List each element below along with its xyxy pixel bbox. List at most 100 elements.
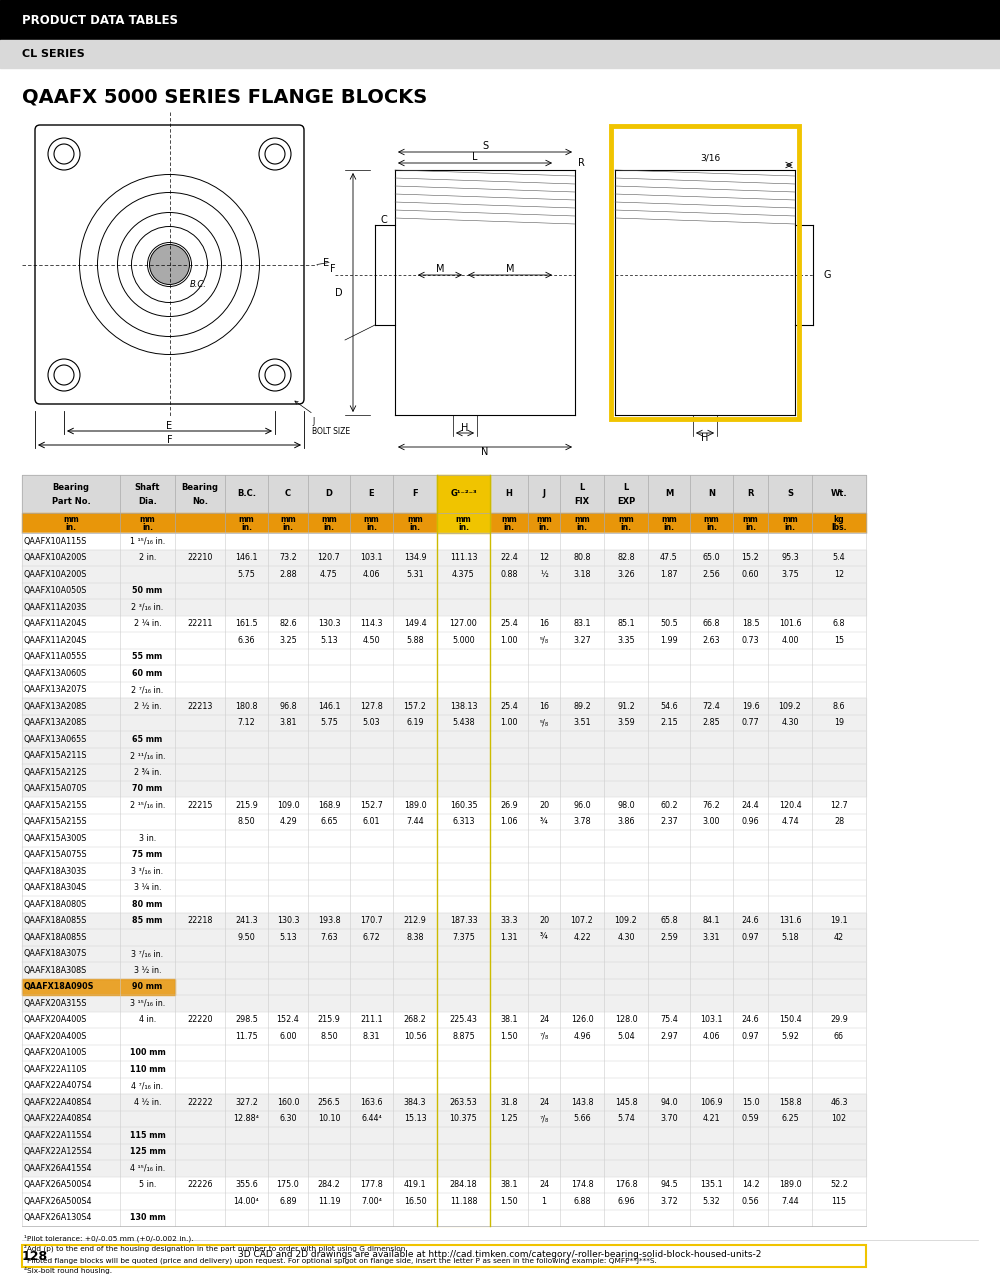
Text: QAAFX20A400S: QAAFX20A400S	[24, 1015, 87, 1024]
Text: H: H	[506, 489, 512, 498]
Circle shape	[54, 143, 74, 164]
Text: 5.75: 5.75	[238, 570, 255, 579]
Text: 193.8: 193.8	[318, 916, 340, 925]
Text: 3.00: 3.00	[703, 817, 720, 827]
Bar	[22, 1245, 866, 1267]
Text: 15: 15	[834, 636, 844, 645]
Text: 177.8: 177.8	[360, 1180, 383, 1189]
Circle shape	[132, 227, 208, 302]
Text: 5.66: 5.66	[573, 1115, 591, 1124]
Text: E: E	[323, 257, 329, 268]
Text: 150.4: 150.4	[779, 1015, 801, 1024]
Text: 3 ¹⁵/₁₆ in.: 3 ¹⁵/₁₆ in.	[130, 998, 165, 1007]
Text: 3.70: 3.70	[660, 1115, 678, 1124]
Text: 50 mm: 50 mm	[132, 586, 163, 595]
Bar	[22, 896, 866, 913]
Bar	[22, 566, 866, 582]
Bar	[22, 632, 866, 649]
Text: 16: 16	[539, 620, 549, 628]
Text: QAAFX20A400S: QAAFX20A400S	[24, 1032, 87, 1041]
Text: B.C.: B.C.	[190, 280, 206, 289]
Text: in.: in.	[784, 522, 796, 531]
Bar	[22, 549, 866, 566]
Text: 6.65: 6.65	[320, 817, 338, 827]
Text: 5.88: 5.88	[406, 636, 424, 645]
Text: 91.2: 91.2	[617, 701, 635, 710]
Text: in.: in.	[745, 522, 756, 531]
Text: 131.6: 131.6	[779, 916, 801, 925]
Text: 146.1: 146.1	[235, 553, 258, 562]
Text: 89.2: 89.2	[573, 701, 591, 710]
Text: lbs.: lbs.	[831, 522, 847, 531]
Text: ⁵/₈: ⁵/₈	[539, 718, 549, 727]
Text: 5.13: 5.13	[320, 636, 338, 645]
Text: 11.19: 11.19	[318, 1197, 340, 1206]
Bar	[22, 929, 866, 946]
Bar	[437, 513, 490, 532]
Text: in.: in.	[142, 522, 153, 531]
Text: 3.35: 3.35	[617, 636, 635, 645]
Text: 0.96: 0.96	[742, 817, 759, 827]
Text: 22210: 22210	[187, 553, 213, 562]
Bar	[22, 599, 866, 616]
Text: 170.7: 170.7	[360, 916, 383, 925]
Text: 4.06: 4.06	[703, 1032, 720, 1041]
Text: 38.1: 38.1	[500, 1180, 518, 1189]
Text: QAAFX15A211S: QAAFX15A211S	[24, 751, 88, 760]
Text: 94.0: 94.0	[660, 1098, 678, 1107]
Bar	[611, 125, 799, 419]
Text: QAAFX20A100S: QAAFX20A100S	[24, 1048, 87, 1057]
Bar	[22, 846, 866, 863]
Circle shape	[148, 242, 192, 287]
Bar	[22, 1044, 866, 1061]
Text: 12: 12	[539, 553, 549, 562]
Text: in.: in.	[576, 522, 588, 531]
Text: 65.0: 65.0	[703, 553, 720, 562]
Text: mm: mm	[321, 515, 337, 524]
Text: 109.2: 109.2	[615, 916, 637, 925]
Text: 16.50: 16.50	[404, 1197, 426, 1206]
Circle shape	[265, 365, 285, 385]
Text: 4.22: 4.22	[573, 933, 591, 942]
Text: 152.4: 152.4	[277, 1015, 299, 1024]
Bar	[22, 1028, 866, 1044]
Bar	[22, 978, 866, 995]
Text: 8.50: 8.50	[238, 817, 255, 827]
Text: 19: 19	[834, 718, 844, 727]
Circle shape	[150, 244, 190, 284]
Circle shape	[80, 174, 260, 355]
Circle shape	[54, 365, 74, 385]
Text: 84.1: 84.1	[703, 916, 720, 925]
Text: 6.72: 6.72	[363, 933, 380, 942]
Text: 284.18: 284.18	[450, 1180, 477, 1189]
Text: 135.1: 135.1	[700, 1180, 723, 1189]
Text: 38.1: 38.1	[500, 1015, 518, 1024]
Text: kg: kg	[834, 515, 844, 524]
Text: 103.1: 103.1	[360, 553, 383, 562]
Text: 1.99: 1.99	[660, 636, 678, 645]
Text: FIX: FIX	[574, 497, 590, 506]
Text: 225.43: 225.43	[450, 1015, 477, 1024]
Text: 1.87: 1.87	[660, 570, 678, 579]
Text: 3.78: 3.78	[573, 817, 591, 827]
Text: 7.375: 7.375	[452, 933, 475, 942]
Text: EXP: EXP	[617, 497, 635, 506]
Text: 20: 20	[539, 801, 549, 810]
Text: 60.2: 60.2	[660, 801, 678, 810]
Text: 175.0: 175.0	[277, 1180, 299, 1189]
Text: 100 mm: 100 mm	[130, 1048, 165, 1057]
Text: 1.50: 1.50	[500, 1032, 518, 1041]
Text: 101.6: 101.6	[779, 620, 801, 628]
Text: 106.9: 106.9	[700, 1098, 723, 1107]
Text: 2.59: 2.59	[660, 933, 678, 942]
Text: 187.33: 187.33	[450, 916, 477, 925]
Text: QAAFX13A065S: QAAFX13A065S	[24, 735, 87, 744]
Text: in.: in.	[706, 522, 717, 531]
Text: 1.00: 1.00	[500, 718, 518, 727]
Text: 5.75: 5.75	[320, 718, 338, 727]
Text: 111.13: 111.13	[450, 553, 477, 562]
Text: QAAFX10A200S: QAAFX10A200S	[24, 570, 87, 579]
Text: 2 ³/₁₆ in.: 2 ³/₁₆ in.	[131, 603, 164, 612]
Text: 2 ¾ in.: 2 ¾ in.	[134, 768, 161, 777]
FancyBboxPatch shape	[35, 125, 304, 404]
